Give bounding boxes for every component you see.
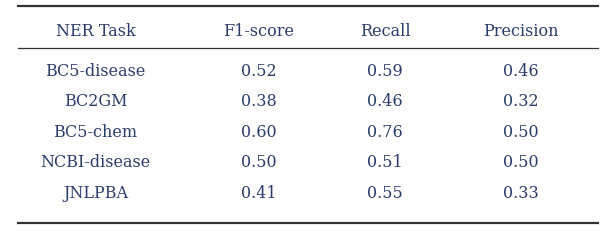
Text: 0.41: 0.41	[241, 185, 277, 201]
Text: 0.55: 0.55	[367, 185, 403, 201]
Text: Precision: Precision	[483, 23, 558, 40]
Text: 0.76: 0.76	[367, 124, 403, 141]
Text: 0.38: 0.38	[241, 93, 277, 110]
Text: 0.46: 0.46	[503, 63, 538, 80]
Text: 0.33: 0.33	[503, 185, 538, 201]
Text: JNLPBA: JNLPBA	[63, 185, 128, 201]
Text: 0.60: 0.60	[241, 124, 277, 141]
Text: BC5-disease: BC5-disease	[46, 63, 145, 80]
Text: BC5-chem: BC5-chem	[54, 124, 137, 141]
Text: F1-score: F1-score	[223, 23, 294, 40]
Text: BC2GM: BC2GM	[63, 93, 128, 110]
Text: 0.52: 0.52	[241, 63, 277, 80]
Text: 0.50: 0.50	[503, 154, 538, 171]
Text: 0.50: 0.50	[241, 154, 277, 171]
Text: 0.59: 0.59	[367, 63, 403, 80]
Text: NER Task: NER Task	[55, 23, 136, 40]
Text: Recall: Recall	[360, 23, 410, 40]
Text: 0.32: 0.32	[503, 93, 538, 110]
Text: NCBI-disease: NCBI-disease	[41, 154, 150, 171]
Text: 0.46: 0.46	[367, 93, 403, 110]
Text: 0.50: 0.50	[503, 124, 538, 141]
Text: 0.51: 0.51	[367, 154, 403, 171]
